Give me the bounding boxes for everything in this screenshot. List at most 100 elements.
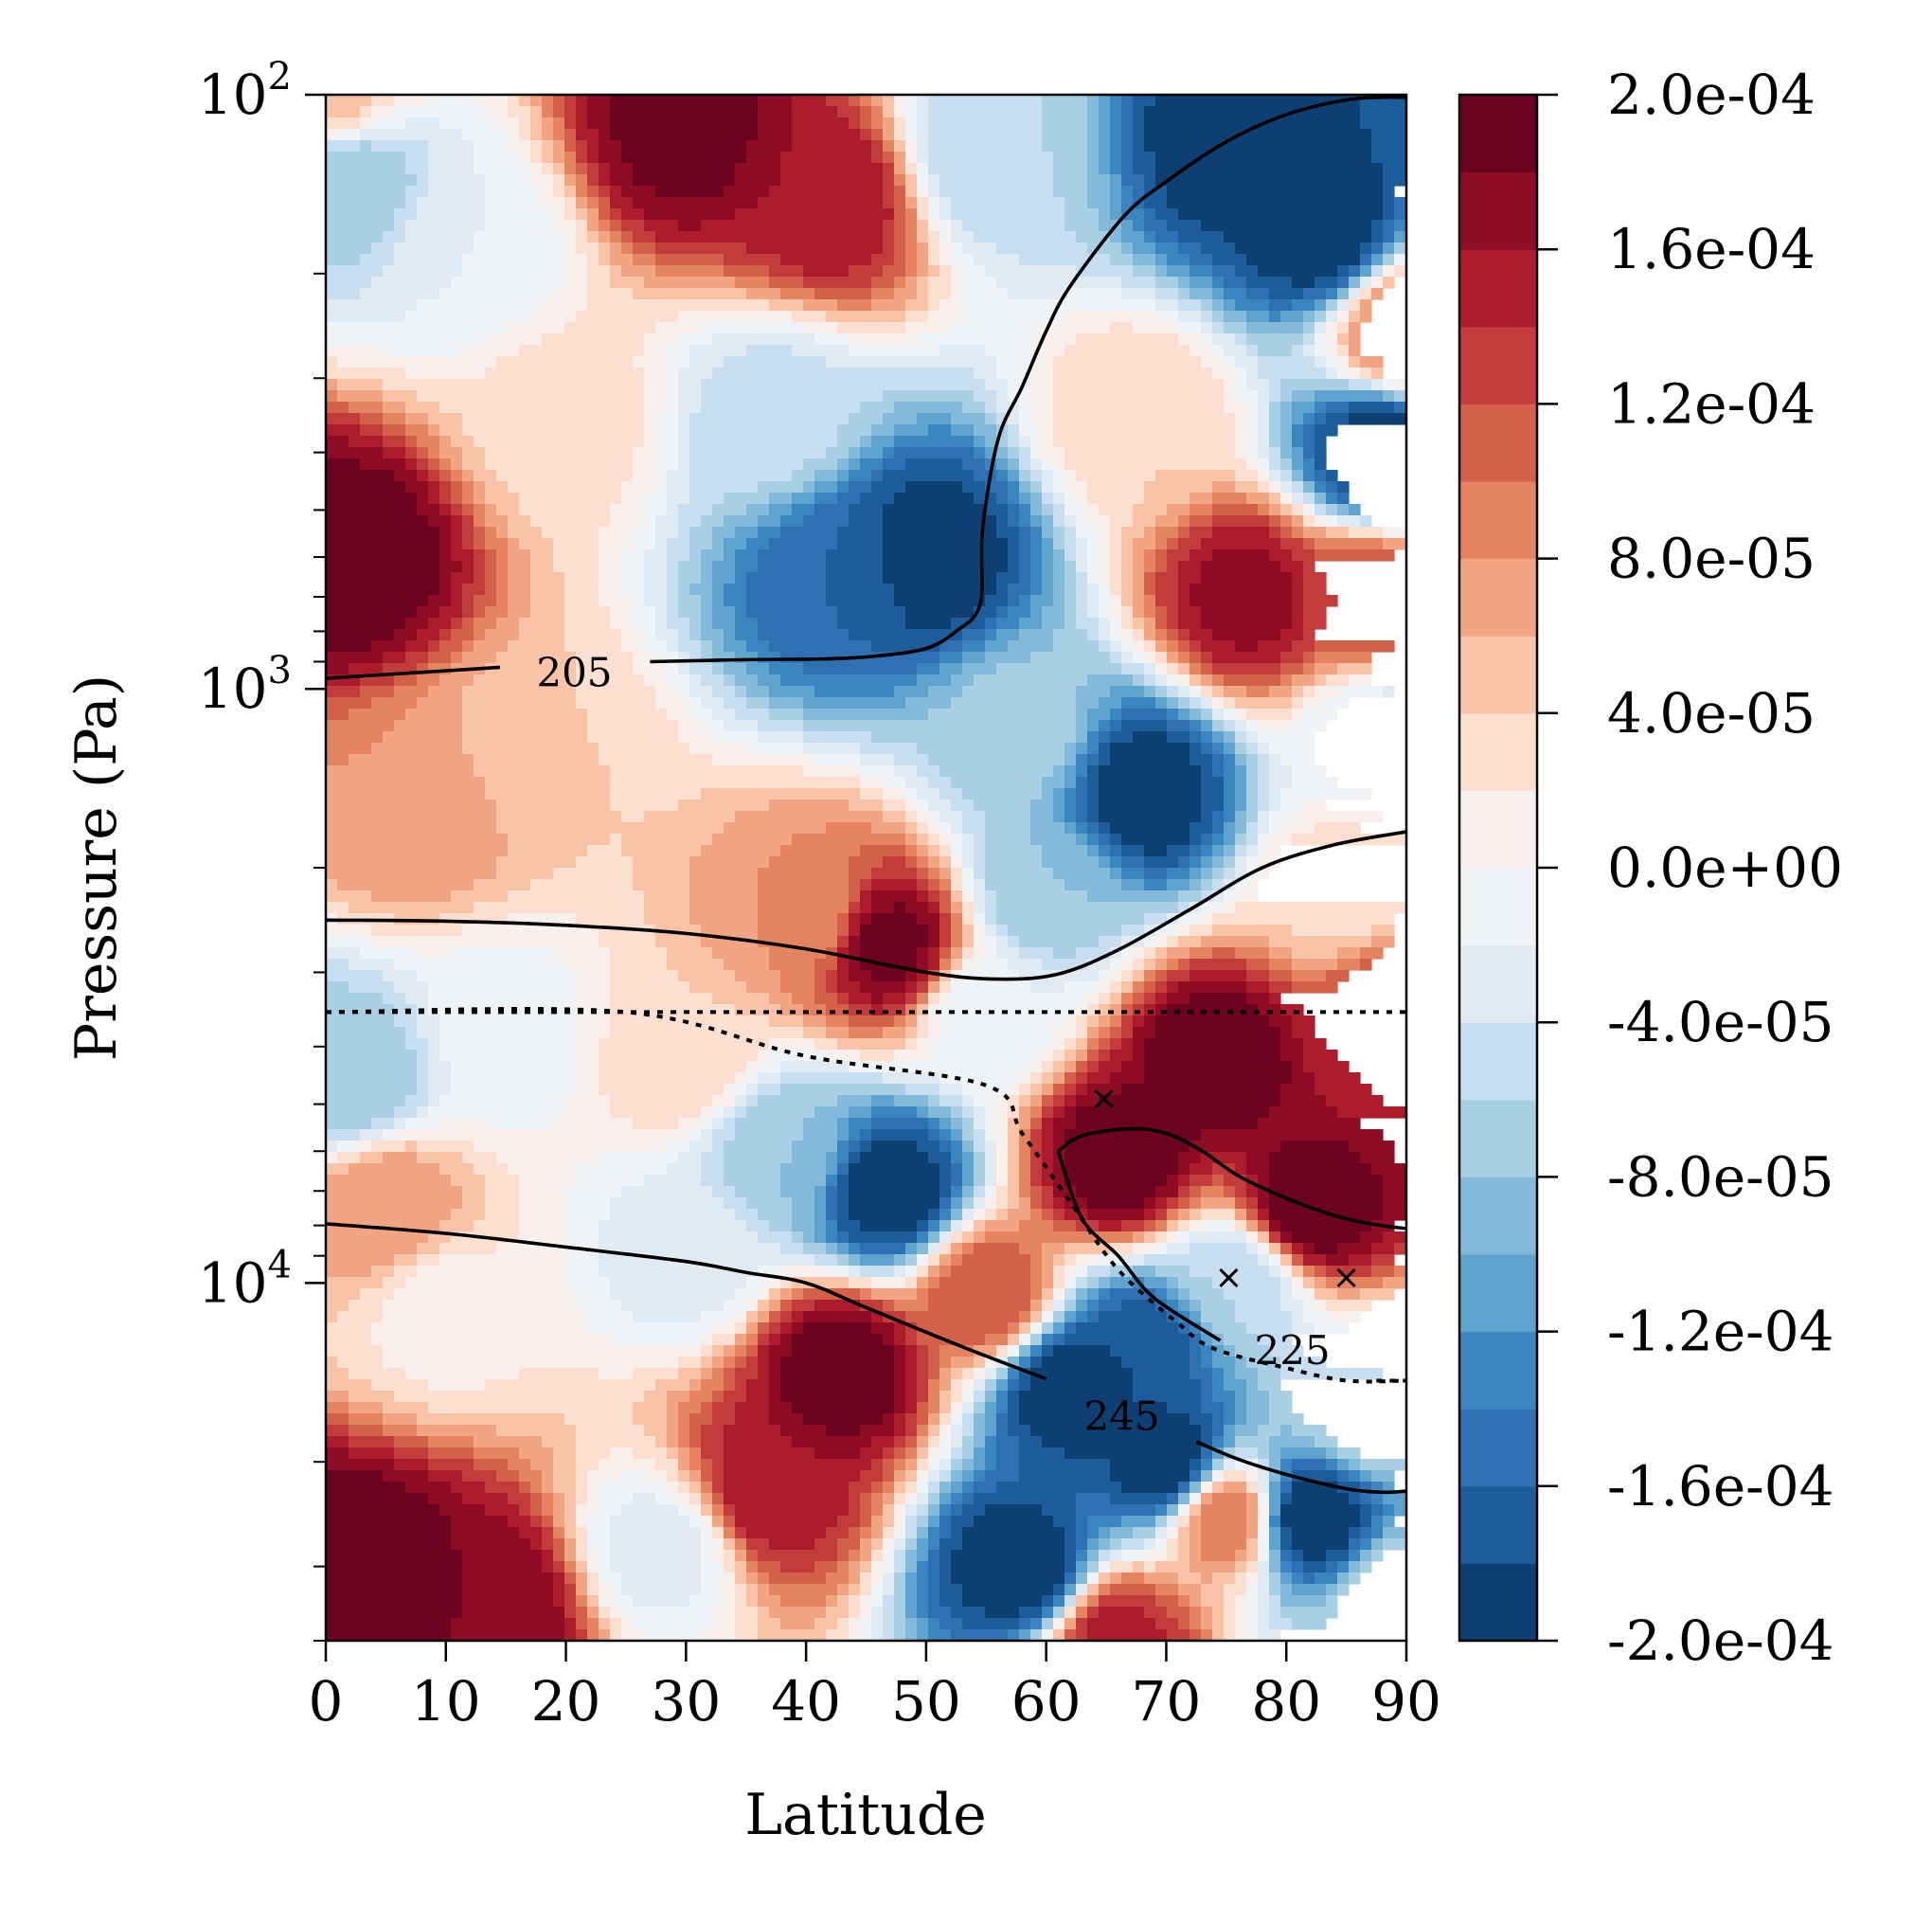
field-cell: [1030, 1345, 1043, 1357]
field-cell: [928, 879, 940, 891]
field-cell: [928, 1027, 940, 1039]
field-cell: [519, 1527, 543, 1539]
field-cell: [883, 1300, 895, 1312]
field-cell: [746, 595, 827, 607]
field-cell: [1178, 1231, 1190, 1244]
field-cell: [849, 1141, 861, 1153]
field-cell: [860, 1493, 872, 1505]
field-cell: [576, 1050, 599, 1062]
field-cell: [701, 1311, 736, 1323]
field-cell: [905, 856, 918, 869]
field-cell: [1030, 606, 1043, 619]
field-cell: [1008, 1118, 1020, 1130]
field-cell: [1030, 1095, 1043, 1107]
field-cell: [360, 1129, 384, 1141]
field-cell: [939, 1072, 1020, 1085]
field-cell: [326, 618, 406, 630]
field-cell: [724, 549, 736, 562]
field-cell: [474, 549, 486, 562]
field-cell: [689, 890, 759, 903]
field-cell: [985, 1118, 997, 1130]
field-cell: [928, 1368, 940, 1380]
field-cell: [1326, 697, 1350, 710]
field-cell: [1201, 834, 1213, 846]
field-cell: [1019, 413, 1031, 425]
field-cell: [712, 1129, 736, 1141]
field-cell: [724, 595, 747, 607]
field-cell: [1292, 595, 1304, 607]
field-cell: [1201, 1186, 1225, 1198]
field-cell: [962, 1584, 1054, 1596]
field-cell: [667, 368, 679, 380]
field-cell: [758, 674, 781, 687]
field-cell: [326, 549, 440, 562]
field-cell: [996, 447, 1009, 459]
field-cell: [1064, 220, 1100, 232]
field-cell: [576, 1175, 645, 1187]
field-cell: [1076, 765, 1088, 778]
field-cell: [610, 504, 645, 516]
field-cell: [1315, 402, 1327, 414]
field-cell: [917, 1277, 929, 1289]
field-cell: [360, 140, 372, 153]
field-cell: [1269, 1231, 1281, 1244]
field-cell: [1315, 1436, 1338, 1448]
field-cell: [1144, 1561, 1156, 1573]
field-cell: [1201, 936, 1270, 948]
field-cell: [780, 1084, 906, 1096]
field-cell: [837, 993, 850, 1005]
field-cell: [587, 1629, 599, 1641]
field-cell: [576, 208, 588, 221]
field-cell: [1030, 379, 1054, 391]
field-cell: [349, 959, 395, 971]
field-cell: [576, 311, 679, 323]
field-cell: [928, 1470, 940, 1483]
field-cell: [633, 1402, 668, 1414]
field-cell: [451, 527, 463, 539]
field-cell: [1144, 879, 1168, 891]
field-cell: [678, 800, 770, 812]
field-cell: [326, 925, 372, 937]
field-cell: [405, 709, 463, 721]
field-cell: [337, 356, 497, 368]
field-cell: [917, 1595, 929, 1608]
field-cell: [1303, 481, 1315, 494]
field-cell: [962, 845, 975, 857]
field-cell: [735, 629, 759, 641]
field-cell: [871, 993, 884, 1005]
field-cell: [1190, 674, 1202, 687]
field-cell: [849, 1152, 861, 1164]
field-cell: [860, 788, 884, 800]
field-cell: [1099, 1527, 1111, 1539]
field-cell: [1360, 106, 1406, 118]
field-cell: [962, 856, 975, 869]
field-cell: [951, 1175, 963, 1187]
field-cell: [939, 663, 963, 675]
field-cell: [939, 1004, 1077, 1016]
field-cell: [826, 561, 884, 573]
field-cell: [1144, 970, 1156, 982]
field-cell: [1383, 379, 1395, 391]
field-cell: [1042, 572, 1054, 584]
field-cell: [1201, 652, 1213, 664]
field-cell: [1030, 561, 1043, 573]
field-cell: [405, 1277, 565, 1289]
field-cell: [917, 1436, 929, 1448]
field-cell: [1064, 1538, 1077, 1551]
field-cell: [735, 1095, 747, 1107]
field-cell: [1292, 947, 1338, 960]
field-cell: [1053, 1072, 1065, 1085]
field-cell: [1337, 1584, 1350, 1596]
field-cell: [826, 311, 906, 323]
field-cell: [1178, 333, 1202, 346]
field-cell: [599, 1152, 679, 1164]
field-cell: [530, 515, 611, 528]
field-cell: [599, 1459, 656, 1471]
field-cell: [1235, 1209, 1247, 1221]
field-cell: [1053, 1118, 1077, 1130]
field-cell: [576, 1584, 588, 1596]
field-cell: [417, 1413, 565, 1426]
field-cell: [1099, 95, 1111, 107]
field-cell: [951, 834, 963, 846]
field-cell: [928, 890, 940, 903]
